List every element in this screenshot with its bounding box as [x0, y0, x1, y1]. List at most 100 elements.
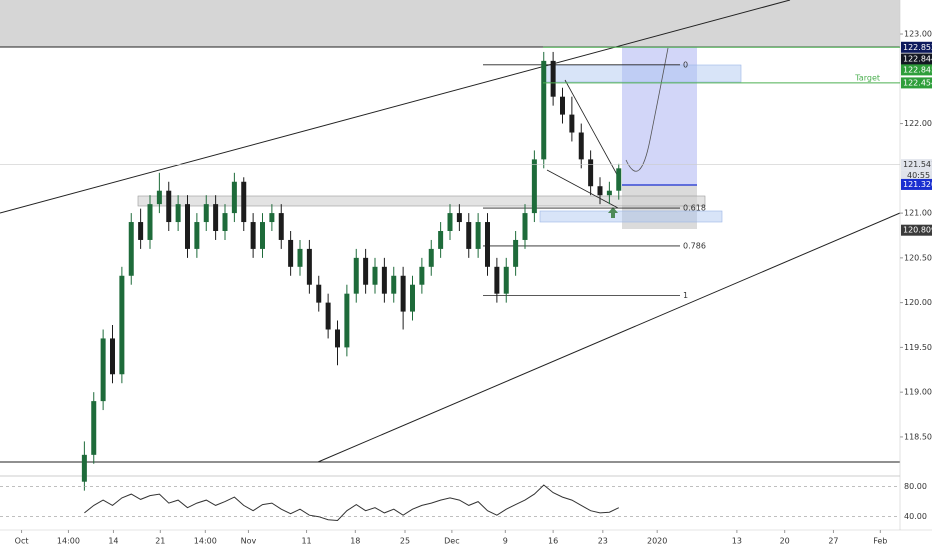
candle-body	[475, 222, 481, 249]
candle-body	[456, 213, 462, 223]
y-tick-label: 123.000	[904, 30, 932, 39]
price-tag	[901, 41, 932, 53]
candle-body	[241, 181, 247, 223]
countdown-tag	[901, 170, 932, 182]
candle-body	[156, 190, 162, 205]
wedge-upper	[564, 79, 621, 181]
price-tag	[901, 224, 932, 236]
candle-body	[447, 213, 453, 231]
candle-body	[353, 257, 359, 294]
candle-body	[522, 213, 528, 240]
candle-body	[503, 266, 509, 294]
x-tick-label: 25	[400, 537, 410, 546]
candle-body	[550, 60, 556, 97]
fib-label: 1	[683, 291, 688, 300]
price-tag	[901, 178, 932, 190]
price-tag-label: 122.845	[903, 65, 932, 74]
y-tick-label: 119.000	[904, 388, 932, 397]
candle-body	[606, 190, 612, 196]
price-tag-label: 120.809	[903, 226, 932, 235]
rsi-line	[84, 484, 620, 522]
x-tick-label: 20	[780, 537, 790, 546]
candle-body	[588, 159, 594, 187]
channel-lower	[317, 212, 901, 463]
price-tag-label: 121.320	[903, 180, 932, 189]
y-tick-label: 121.000	[904, 209, 932, 218]
demand-zone	[539, 210, 723, 223]
candle-body	[494, 266, 500, 294]
candle-body	[560, 96, 565, 115]
candle-body	[335, 329, 340, 348]
target-label: Target	[854, 74, 880, 83]
price-tag	[901, 159, 932, 171]
x-tick-label: Feb	[873, 537, 887, 546]
fib-label: 0.786	[683, 241, 706, 250]
candle-body	[485, 222, 490, 267]
x-tick-label: Dec	[444, 537, 459, 546]
x-tick-label: 16	[548, 537, 558, 546]
fib-label: 0	[683, 60, 688, 69]
wedge-lower	[546, 169, 619, 209]
candle-body	[110, 338, 115, 375]
candle-body	[260, 222, 265, 249]
target-zone	[542, 64, 742, 83]
candle-body	[250, 222, 256, 249]
candle-body	[91, 401, 97, 455]
candle-body	[419, 266, 425, 285]
candle-body	[119, 275, 125, 375]
price-tag	[901, 53, 932, 65]
candle-body	[203, 204, 209, 223]
x-tick-label: 11	[301, 537, 311, 546]
candle-body	[269, 213, 275, 223]
candle-body	[363, 257, 369, 285]
channel-upper	[0, 0, 791, 214]
supply-zone	[0, 0, 900, 47]
candle-body	[400, 275, 406, 312]
y-tick-label: 120.000	[904, 298, 932, 307]
price-tag	[901, 64, 932, 76]
arrow-up	[608, 207, 618, 218]
candle-body	[372, 266, 378, 285]
price-tag-label: 122.852	[903, 43, 932, 52]
price-tag	[901, 77, 932, 89]
candle-body	[410, 284, 415, 312]
candle-body	[185, 204, 190, 249]
candle-body	[297, 248, 303, 267]
candle-body	[344, 293, 350, 348]
x-tick-label: Nov	[241, 537, 257, 546]
candle-body	[438, 231, 444, 249]
candle-body	[138, 222, 144, 240]
candle-body	[278, 213, 284, 240]
candle-body	[288, 239, 294, 267]
x-tick-label: 21	[155, 537, 165, 546]
candle-body	[569, 114, 575, 133]
candle-body	[166, 190, 172, 223]
candle-body	[306, 248, 312, 285]
projection-curve	[625, 47, 669, 172]
candle-body	[175, 204, 181, 223]
candle-body	[222, 213, 228, 231]
candle-body	[616, 168, 622, 191]
y-tick-label: 122.000	[904, 119, 932, 128]
candle-body	[578, 132, 584, 160]
support-zone	[137, 195, 706, 207]
candle-body	[466, 222, 472, 249]
price-tag-label: 122.454	[903, 78, 932, 87]
candle-body	[541, 60, 547, 160]
countdown-label: 40:55	[907, 171, 930, 180]
rsi-tick-label: 40.00	[904, 512, 927, 521]
y-tick-label: 118.500	[904, 432, 932, 441]
x-tick-label: 14:00	[57, 537, 80, 546]
candle-body	[597, 186, 603, 196]
candle-body	[325, 302, 331, 330]
candle-body	[231, 181, 237, 214]
profit-zone	[622, 47, 697, 185]
candle-body	[128, 222, 134, 276]
candle-body	[428, 248, 434, 267]
stop-zone	[622, 185, 697, 229]
candle-body	[531, 159, 537, 214]
price-tag-label: 121.541	[903, 160, 932, 169]
x-tick-label: 23	[598, 537, 608, 546]
x-tick-label: 2020	[647, 537, 667, 546]
